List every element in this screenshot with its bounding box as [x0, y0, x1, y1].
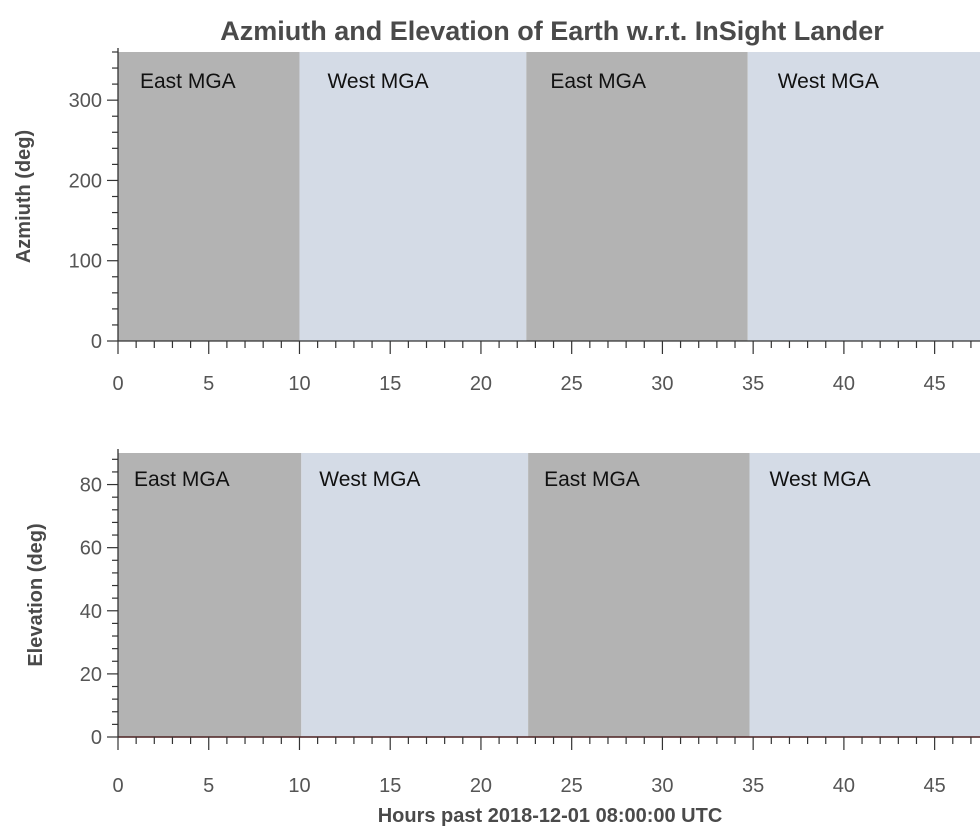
x-tick-label: 45 — [924, 373, 946, 395]
region-1 — [118, 453, 302, 737]
x-tick-label: 5 — [203, 775, 214, 797]
x-tick-label: 45 — [924, 775, 946, 797]
region-4 — [749, 453, 980, 737]
region-label-3: East MGA — [550, 70, 646, 93]
region-label-2: West MGA — [327, 70, 428, 93]
x-tick-label: 20 — [470, 775, 492, 797]
region-label-4: West MGA — [778, 70, 879, 93]
region-label-2: West MGA — [319, 468, 420, 491]
azimuth-panel: East MGA West MGA East MGA West MGA 0 5 10 15 20… — [13, 48, 980, 395]
y-axis-label: Elevation (deg) — [25, 523, 47, 666]
x-tick-label: 0 — [112, 373, 123, 395]
y-tick-label: 200 — [69, 170, 102, 192]
y-tick-label: 0 — [91, 331, 102, 353]
x-tick-label: 30 — [651, 775, 673, 797]
region-3 — [526, 52, 748, 341]
x-tick-label: 10 — [288, 373, 310, 395]
region-label-4: West MGA — [770, 468, 871, 491]
x-tick-label: 10 — [288, 775, 310, 797]
region-4 — [747, 52, 980, 341]
x-tick-label: 0 — [112, 775, 123, 797]
region-1 — [118, 52, 300, 341]
region-3 — [528, 453, 750, 737]
x-tick-label: 25 — [561, 775, 583, 797]
x-tick-label: 35 — [742, 775, 764, 797]
x-tick-label: 30 — [651, 373, 673, 395]
x-tick-label: 40 — [833, 373, 855, 395]
x-tick-label: 25 — [561, 373, 583, 395]
x-tick-label: 15 — [379, 373, 401, 395]
y-tick-label: 60 — [80, 538, 102, 560]
x-tick-label: 35 — [742, 373, 764, 395]
y-tick-label: 0 — [91, 727, 102, 749]
x-tick-label: 40 — [833, 775, 855, 797]
region-label-1: East MGA — [134, 468, 230, 491]
y-tick-label: 80 — [80, 475, 102, 497]
y-tick-label: 100 — [69, 251, 102, 273]
x-tick-label: 15 — [379, 775, 401, 797]
y-tick-label: 40 — [80, 601, 102, 623]
chart-title: Azmiuth and Elevation of Earth w.r.t. In… — [220, 16, 884, 46]
y-tick-label: 20 — [80, 664, 102, 686]
region-2 — [301, 453, 529, 737]
region-label-1: East MGA — [140, 70, 236, 93]
y-axis-label: Azmiuth (deg) — [13, 130, 35, 263]
x-axis-label: Hours past 2018-12-01 08:00:00 UTC — [378, 805, 723, 827]
x-tick-label: 20 — [470, 373, 492, 395]
region-2 — [299, 52, 527, 341]
x-tick-label: 5 — [203, 373, 214, 395]
elevation-panel: East MGA West MGA East MGA West MGA 0 5 10 15 20… — [25, 449, 980, 797]
y-tick-label: 300 — [69, 90, 102, 112]
region-label-3: East MGA — [544, 468, 640, 491]
